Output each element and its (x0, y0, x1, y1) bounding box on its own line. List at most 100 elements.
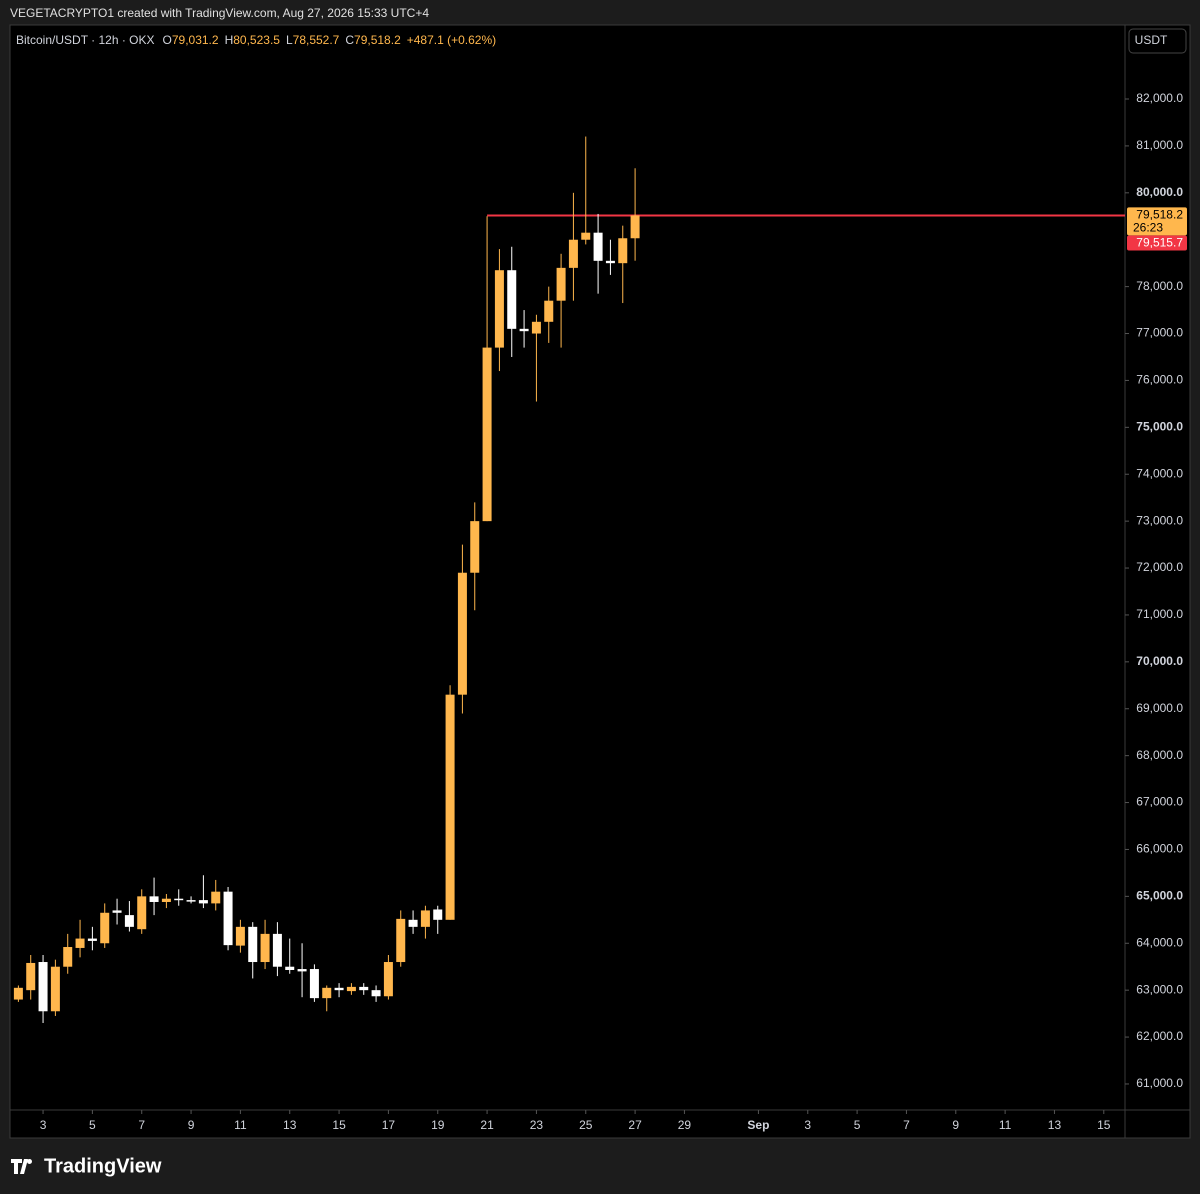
candle-body (334, 987, 344, 991)
candle-body (544, 300, 554, 322)
y-tick-label: 73,000.0 (1136, 513, 1183, 527)
candle-body (445, 694, 455, 920)
x-tick-label: 9 (952, 1118, 959, 1132)
candle-body (507, 270, 517, 329)
y-tick-label: 67,000.0 (1136, 795, 1183, 809)
logo-dot (27, 1159, 32, 1164)
legend-field-value: 80,523.5 (233, 33, 280, 47)
candle-body (223, 891, 233, 946)
candle-body (13, 987, 23, 1000)
x-tick-label: 9 (188, 1118, 195, 1132)
candle-body (186, 900, 196, 902)
x-tick-label: 15 (1097, 1118, 1111, 1132)
legend-field-label: H (225, 33, 234, 47)
candle-body (605, 260, 615, 264)
candle-body (50, 966, 60, 1012)
y-tick-label: 80,000.0 (1136, 185, 1183, 199)
candle-body (519, 328, 529, 332)
candle-body (346, 986, 356, 992)
candle-body (87, 938, 97, 941)
x-tick-label: 3 (804, 1118, 811, 1132)
price-line-tag (1127, 235, 1187, 251)
candle-body (433, 909, 443, 920)
y-tick-label: 71,000.0 (1136, 607, 1183, 621)
candle-body (260, 933, 270, 963)
candle-body (38, 962, 48, 1012)
candle-body (494, 270, 504, 348)
currency[interactable]: USDT (1135, 33, 1168, 47)
candle-body (482, 347, 492, 522)
candle-body (309, 969, 319, 999)
candle-body (137, 896, 147, 930)
candle-body (235, 926, 245, 946)
x-tick-label: 7 (903, 1118, 910, 1132)
chart-panel (9, 24, 1191, 1139)
candle-body (26, 962, 36, 991)
candle-body (383, 962, 393, 997)
candle-body (408, 919, 418, 927)
y-tick-label: 75,000.0 (1136, 420, 1183, 434)
logo-icon (11, 1159, 28, 1174)
candle-body (568, 239, 578, 268)
candle-body (396, 918, 406, 963)
candle-body (581, 232, 591, 240)
last-price-tag (1127, 207, 1187, 236)
brand-logo (11, 1159, 32, 1174)
y-tick-label: 62,000.0 (1136, 1029, 1183, 1043)
candle-body (174, 898, 184, 901)
legend-change: +487.1 (+0.62%) (407, 33, 496, 47)
candle-body (531, 321, 541, 334)
legend-field-value: 79,031.2 (172, 33, 219, 47)
candle-body (371, 990, 381, 997)
y-tick-label: 72,000.0 (1136, 560, 1183, 574)
candle-body (124, 915, 134, 927)
y-tick-label: 69,000.0 (1136, 701, 1183, 715)
legend: Bitcoin/USDT · 12h · OKX O79,031.2 H80,523… (16, 33, 496, 47)
x-tick-label: 19 (431, 1118, 445, 1132)
legend-field-label: C (345, 33, 354, 47)
y-tick-label: 70,000.0 (1136, 654, 1183, 668)
x-tick-label: 15 (332, 1118, 346, 1132)
x-tick-label: 3 (40, 1118, 47, 1132)
candle-body (248, 926, 258, 963)
x-tick-label: 5 (89, 1118, 96, 1132)
x-tick-label: 21 (480, 1118, 494, 1132)
x-tick-label: 25 (579, 1118, 593, 1132)
candle-body (161, 898, 171, 902)
y-tick-label: 65,000.0 (1136, 889, 1183, 903)
x-tick-label: 13 (283, 1118, 297, 1132)
y-tick-label: 77,000.0 (1136, 326, 1183, 340)
last-price-label: 79,518.2 (1136, 208, 1183, 222)
legend-field-label: O (163, 33, 172, 47)
legend-field-value: 79,518.2 (354, 33, 401, 47)
candle-body (359, 986, 369, 991)
candle-body (457, 572, 467, 695)
candle-body (63, 947, 73, 967)
y-tick-label: 82,000.0 (1136, 91, 1183, 105)
x-tick-label: 7 (138, 1118, 145, 1132)
y-tick-label: 61,000.0 (1136, 1076, 1183, 1090)
countdown-label: 26:23 (1133, 221, 1163, 235)
x-tick-label: 23 (530, 1118, 544, 1132)
currency-box[interactable] (1128, 28, 1187, 54)
candle-body (211, 891, 221, 904)
y-tick-label: 64,000.0 (1136, 935, 1183, 949)
candle-body (75, 938, 85, 948)
price-line-label: 79,515.7 (1136, 236, 1183, 250)
candle-body (285, 966, 295, 970)
candle-body (420, 910, 430, 927)
legend-symbol: Bitcoin/USDT · 12h · OKX (16, 33, 155, 47)
y-tick-label: 68,000.0 (1136, 748, 1183, 762)
candle-body (322, 987, 332, 999)
candle-body (100, 912, 110, 944)
x-tick-label: 5 (854, 1118, 861, 1132)
candle-body (198, 900, 208, 904)
legend-field-value: 78,552.7 (293, 33, 340, 47)
x-tick-label: 11 (234, 1118, 247, 1132)
y-tick-label: 81,000.0 (1136, 138, 1183, 152)
candle-body (470, 521, 480, 573)
y-tick-label: 66,000.0 (1136, 842, 1183, 856)
candle-body (630, 215, 640, 239)
y-tick-label: 76,000.0 (1136, 373, 1183, 387)
candle-body (618, 238, 628, 264)
